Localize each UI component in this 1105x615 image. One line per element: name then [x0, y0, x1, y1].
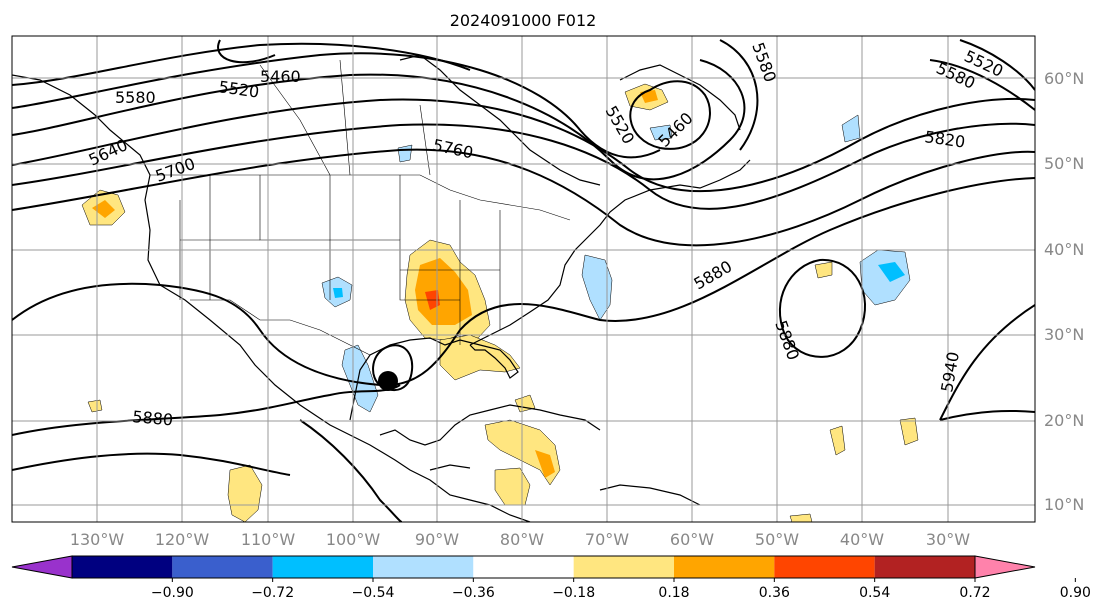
colorbar-tick-label: 0.72 — [959, 585, 990, 601]
colorbar-tick-label: 0.18 — [658, 585, 689, 601]
lat-label: 50°N — [1044, 154, 1084, 173]
lon-label: 40°W — [840, 530, 884, 549]
lon-label: 30°W — [926, 530, 970, 549]
contour-label: 5880 — [132, 407, 174, 429]
colorbar-segment — [172, 556, 273, 578]
lon-label: 110°W — [241, 530, 296, 549]
colorbar-tick-label: 0.54 — [859, 585, 890, 601]
storm-center-marker — [378, 371, 398, 391]
gridlines — [12, 36, 1035, 522]
colorbar-extend-high — [974, 555, 1036, 579]
lon-label: 60°W — [670, 530, 714, 549]
colorbar-tick-label: −0.54 — [352, 585, 395, 601]
colorbar-segment — [72, 556, 173, 578]
political-borders — [150, 59, 571, 356]
contour-label: 5880 — [691, 257, 736, 294]
longitude-labels: 130°W 120°W 110°W 100°W 90°W 80°W 70°W 6… — [70, 530, 970, 549]
lat-label: 40°N — [1044, 240, 1084, 259]
lon-label: 130°W — [70, 530, 125, 549]
colorbar-segment — [674, 556, 775, 578]
lon-label: 90°W — [415, 530, 459, 549]
map-frame — [11, 35, 1036, 523]
colorbar-segment — [573, 556, 674, 578]
colorbar-segment — [473, 556, 574, 578]
anomaly-shading — [81, 83, 919, 522]
colorbar-tick-label: −0.90 — [151, 585, 194, 601]
contour-label: 5880 — [771, 318, 803, 363]
lat-label: 20°N — [1044, 411, 1084, 430]
lat-label: 60°N — [1044, 69, 1084, 88]
contour-labels: 5460 5520 5580 5640 5700 5760 5880 5520 … — [86, 40, 1007, 430]
lon-label: 100°W — [326, 530, 381, 549]
contour-label: 5940 — [937, 350, 963, 393]
contour-label: 5520 — [217, 77, 260, 101]
colorbar-segment — [874, 556, 975, 578]
lon-label: 70°W — [585, 530, 629, 549]
colorbar-frame — [71, 555, 976, 579]
coastlines — [12, 54, 751, 522]
lon-label: 80°W — [500, 530, 544, 549]
lon-label: 50°W — [755, 530, 799, 549]
contour-label: 5760 — [431, 135, 475, 162]
latitude-labels: 60°N 50°N 40°N 30°N 20°N 10°N — [1044, 69, 1084, 514]
colorbar-segment — [373, 556, 474, 578]
colorbar-tick-label: −0.36 — [452, 585, 495, 601]
height-contours — [12, 39, 1035, 522]
lat-label: 30°N — [1044, 325, 1084, 344]
colorbar: −0.90 −0.72 −0.54 −0.36 −0.18 0.18 0.36 0.54 0.7… — [11, 555, 1091, 601]
map-title: 2024091000 F012 — [450, 11, 597, 30]
colorbar-tick-label: −0.72 — [251, 585, 294, 601]
colorbar-segment — [774, 556, 875, 578]
contour-label: 5460 — [260, 67, 301, 86]
lat-label: 10°N — [1044, 495, 1084, 514]
lon-label: 120°W — [155, 530, 210, 549]
colorbar-tick-label: −0.18 — [552, 585, 595, 601]
contour-label: 5580 — [115, 88, 156, 107]
map-area — [12, 39, 1035, 522]
colorbar-segment — [272, 556, 373, 578]
colorbar-extend-low — [11, 555, 73, 579]
colorbar-tick-label: 0.90 — [1060, 585, 1091, 601]
colorbar-tick-label: 0.36 — [759, 585, 790, 601]
contour-label: 5820 — [923, 127, 966, 151]
